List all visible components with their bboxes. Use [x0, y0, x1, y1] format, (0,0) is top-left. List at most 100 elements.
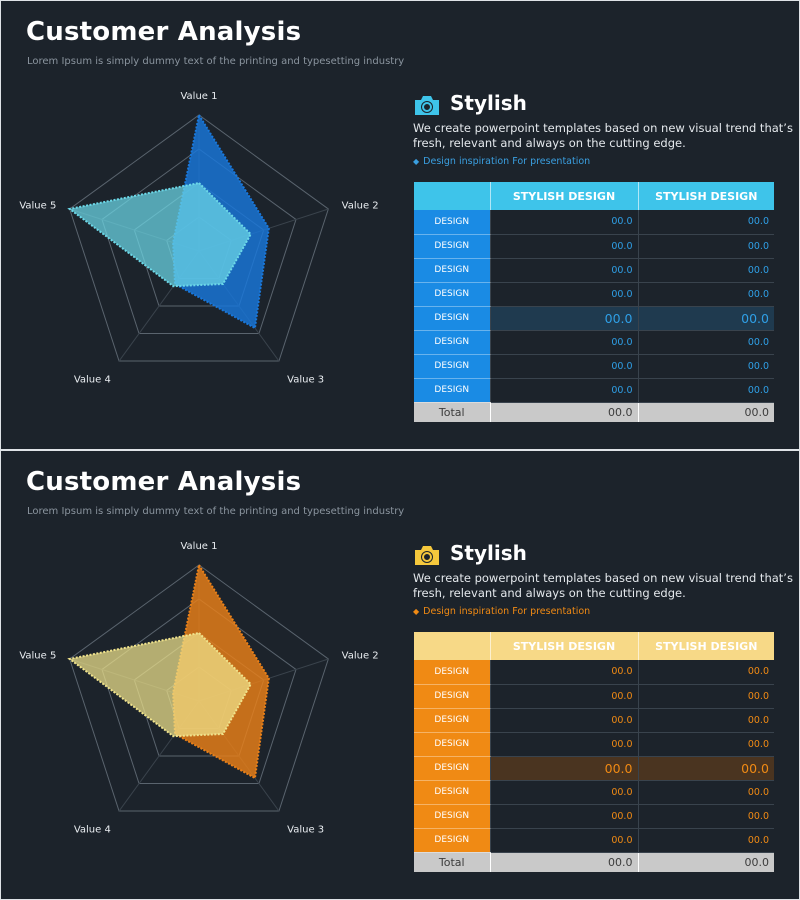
value-cell: 00.0 — [489, 282, 638, 307]
radar-axis-labels: Value 1 Value 2 Value 3 Value 4 Value 5 — [19, 541, 378, 835]
info-link[interactable]: ◆ Design inspiration For presentation — [413, 156, 590, 167]
radar-axis-label: Value 2 — [342, 651, 379, 662]
info-description: We create powerpoint templates based on … — [413, 571, 793, 600]
radar-axis-label: Value 3 — [287, 824, 324, 835]
info-title: Stylish — [450, 91, 527, 115]
value-cell: 00.0 — [637, 378, 774, 403]
table-header-cell: STYLISH DESIGN — [489, 632, 638, 660]
slide-title: Customer Analysis — [26, 467, 302, 497]
table-row: DESIGN 00.0 00.0 — [414, 660, 774, 685]
row-label: DESIGN — [414, 684, 490, 709]
radar-axis-label: Value 2 — [342, 201, 379, 212]
value-cell: 00.0 — [637, 804, 774, 829]
table-row: DESIGN 00.0 00.0 — [414, 306, 774, 331]
value-cell: 00.0 — [489, 210, 638, 235]
value-cell: 00.0 — [489, 708, 638, 733]
slide-blue: Customer Analysis Lorem Ipsum is simply … — [1, 1, 799, 449]
value-cell: 00.0 — [637, 354, 774, 379]
table-header-row: STYLISH DESIGN STYLISH DESIGN — [414, 632, 774, 660]
slide-orange: Customer Analysis Lorem Ipsum is simply … — [1, 451, 799, 899]
value-cell: 00.0 — [489, 780, 638, 805]
table-row: DESIGN 00.0 00.0 — [414, 234, 774, 259]
value-cell: 00.0 — [489, 684, 638, 709]
row-label: DESIGN — [414, 378, 490, 403]
table-row: DESIGN 00.0 00.0 — [414, 732, 774, 757]
value-cell: 00.0 — [637, 258, 774, 283]
radar-axis-label: Value 1 — [180, 91, 217, 102]
slide-subtitle: Lorem Ipsum is simply dummy text of the … — [27, 506, 405, 517]
total-value: 00.0 — [637, 402, 774, 422]
value-cell: 00.0 — [489, 828, 638, 853]
info-link-label: Design inspiration For presentation — [423, 156, 591, 167]
row-label: DESIGN — [414, 258, 490, 283]
info-link[interactable]: ◆ Design inspiration For presentation — [413, 606, 590, 617]
row-label: DESIGN — [414, 660, 490, 685]
table-row: DESIGN 00.0 00.0 — [414, 828, 774, 853]
table-header-corner — [414, 632, 490, 660]
radar-series-layer — [67, 562, 270, 780]
table-header-cell: STYLISH DESIGN — [489, 182, 638, 210]
value-cell: 00.0 — [489, 378, 638, 403]
radar-axis-label: Value 3 — [287, 374, 324, 385]
value-cell: 00.0 — [489, 330, 638, 355]
value-cell: 00.0 — [637, 306, 774, 331]
value-cell: 00.0 — [489, 306, 638, 331]
row-label: DESIGN — [414, 354, 490, 379]
value-cell: 00.0 — [637, 708, 774, 733]
info-link-label: Design inspiration For presentation — [423, 606, 591, 617]
radar-ring — [69, 114, 329, 362]
table-row: DESIGN 00.0 00.0 — [414, 708, 774, 733]
total-value: 00.0 — [489, 402, 638, 422]
table-row: DESIGN 00.0 00.0 — [414, 756, 774, 781]
row-label: DESIGN — [414, 828, 490, 853]
value-cell: 00.0 — [489, 234, 638, 259]
diamond-icon: ◆ — [413, 607, 420, 616]
camera-icon — [415, 96, 439, 115]
table-row: DESIGN 00.0 00.0 — [414, 282, 774, 307]
row-label: DESIGN — [414, 804, 490, 829]
data-table: STYLISH DESIGN STYLISH DESIGN DESIGN 00.0 0… — [414, 182, 774, 422]
value-cell: 00.0 — [489, 258, 638, 283]
table-header-cell: STYLISH DESIGN — [637, 182, 774, 210]
value-cell: 00.0 — [637, 732, 774, 757]
row-label: DESIGN — [414, 756, 490, 781]
table-row: DESIGN 00.0 00.0 — [414, 210, 774, 235]
value-cell: 00.0 — [489, 354, 638, 379]
table-header-corner — [414, 182, 490, 210]
table-header-cell: STYLISH DESIGN — [637, 632, 774, 660]
row-label: DESIGN — [414, 330, 490, 355]
radar-chart: Value 1 Value 2 Value 3 Value 4 Value 5 — [19, 91, 378, 385]
value-cell: 00.0 — [637, 234, 774, 259]
table-row: DESIGN 00.0 00.0 — [414, 378, 774, 403]
value-cell: 00.0 — [489, 756, 638, 781]
table-row: DESIGN 00.0 00.0 — [414, 258, 774, 283]
radar-axis-labels: Value 1 Value 2 Value 3 Value 4 Value 5 — [19, 91, 378, 385]
radar-series-2 — [67, 181, 252, 288]
row-label: DESIGN — [414, 234, 490, 259]
radar-axis-label: Value 5 — [19, 201, 56, 212]
radar-axis-label: Value 4 — [74, 824, 111, 835]
total-label: Total — [414, 852, 491, 872]
info-title: Stylish — [450, 541, 527, 565]
table-row: DESIGN 00.0 00.0 — [414, 804, 774, 829]
radar-axis-label: Value 1 — [180, 541, 217, 552]
table-row: DESIGN 00.0 00.0 — [414, 354, 774, 379]
slide-subtitle: Lorem Ipsum is simply dummy text of the … — [27, 56, 405, 67]
radar-chart: Value 1 Value 2 Value 3 Value 4 Value 5 — [19, 541, 378, 835]
value-cell: 00.0 — [489, 804, 638, 829]
value-cell: 00.0 — [489, 660, 638, 685]
value-cell: 00.0 — [637, 780, 774, 805]
radar-series-layer — [67, 112, 270, 330]
table-row: DESIGN 00.0 00.0 — [414, 780, 774, 805]
slide-title: Customer Analysis — [26, 17, 302, 47]
row-label: DESIGN — [414, 732, 490, 757]
row-label: DESIGN — [414, 780, 490, 805]
value-cell: 00.0 — [637, 282, 774, 307]
total-value: 00.0 — [489, 852, 638, 872]
value-cell: 00.0 — [637, 684, 774, 709]
row-label: DESIGN — [414, 306, 490, 331]
value-cell: 00.0 — [637, 660, 774, 685]
value-cell: 00.0 — [637, 210, 774, 235]
radar-series-2 — [67, 631, 252, 738]
total-row: Total 00.0 00.0 — [414, 402, 774, 422]
